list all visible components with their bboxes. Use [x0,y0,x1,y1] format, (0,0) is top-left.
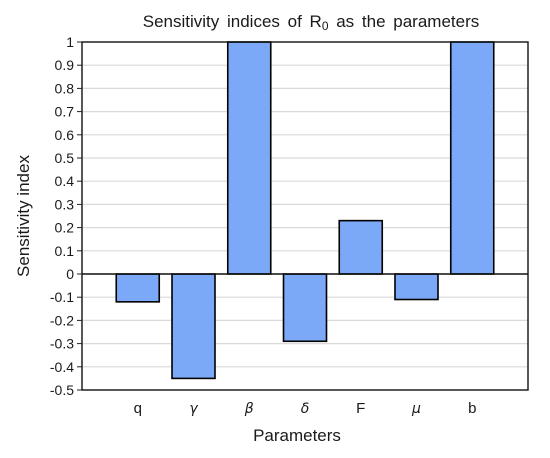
y-tick-label: 0.6 [55,127,75,143]
y-tick-label: 0.8 [55,80,75,96]
x-axis-title: Parameters [253,426,341,445]
y-tick-label: 0 [66,266,74,282]
bar-1 [115,273,161,303]
bar-6 [394,273,439,301]
x-tick-label: μ [411,401,421,417]
y-tick-label: -0.1 [50,289,74,305]
bar-2 [171,273,216,380]
y-tick-label: 0.9 [55,57,75,73]
y-tick-label: 0.4 [55,173,75,189]
chart-title-main: Sensitivity indices of R [143,12,322,31]
y-tick-label: -0.4 [50,359,74,375]
y-axis-title: Sensitivity index [14,155,33,277]
x-tick-label: b [468,400,476,417]
y-tick-label: 0.5 [55,150,75,166]
y-tick-label: 0.1 [55,243,75,259]
chart-title-subscript: 0 [322,19,329,33]
y-tick-label: 0.7 [55,104,75,120]
y-tick-label: -0.2 [50,312,74,328]
chart-title-suffix: as the parameters [329,12,480,31]
y-tick-label: 0.3 [55,196,75,212]
bar-7 [449,41,495,275]
x-tick-label: γ [189,401,198,417]
bars [115,41,495,380]
plot-frame [81,41,529,391]
x-tick-label: F [356,400,365,417]
y-tick-label: -0.5 [50,382,74,398]
y-tick-label: 0.2 [55,220,75,236]
bar-3 [226,41,272,275]
y-tick-label: -0.3 [50,336,74,352]
y-tick-label: 1 [66,34,74,50]
x-tick-label: q [134,400,142,417]
x-tick-label: β [244,401,254,417]
chart-title: Sensitivity indices of R0 as the paramet… [143,12,480,33]
bar-4 [282,273,328,343]
x-tick-label: δ [301,401,310,417]
bar-5 [338,219,384,275]
y-axis-ticks: -0.5 -0.4 -0.3 -0.2 -0.1 0 0.1 0.2 0.3 0.4 0.5 0.6 0… [50,34,82,398]
